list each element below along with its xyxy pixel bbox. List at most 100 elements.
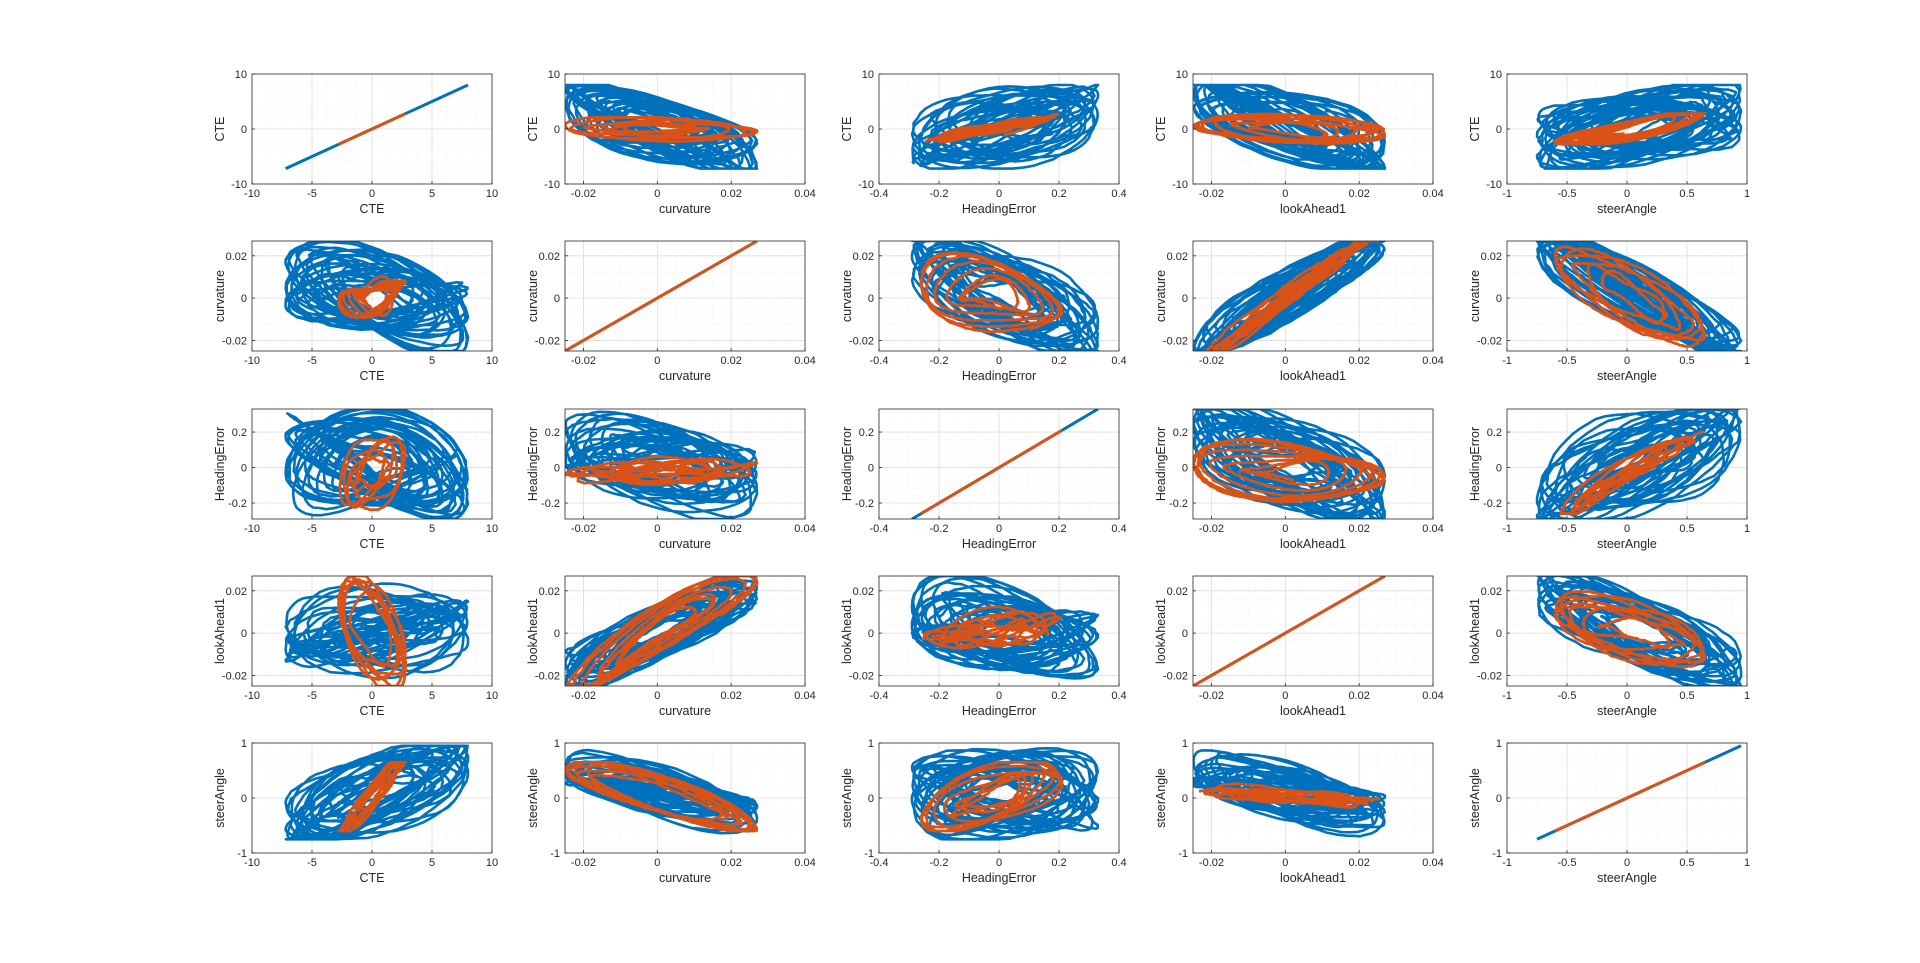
y-tick-label: 0 — [241, 124, 247, 136]
y-tick-label: 0 — [868, 793, 874, 805]
x-tick-label: 0.5 — [1679, 523, 1694, 535]
axes-box — [1192, 240, 1434, 352]
axes-box — [564, 240, 806, 352]
y-tick-label: 1 — [1496, 738, 1502, 750]
axes-box — [1192, 575, 1434, 687]
y-tick-label: 0.02 — [539, 251, 560, 263]
series-1-trajectory — [910, 241, 1100, 351]
x-tick-label: -1 — [1502, 355, 1512, 367]
y-axis-label: lookAhead1 — [213, 598, 227, 664]
x-tick-label: -0.4 — [870, 188, 889, 200]
x-axis-label: lookAhead1 — [1280, 871, 1346, 885]
y-axis-label: CTE — [840, 117, 854, 142]
y-axis-label: lookAhead1 — [1154, 598, 1168, 664]
x-tick-label: 0.04 — [794, 690, 815, 702]
series-2-trajectory — [565, 455, 759, 487]
y-tick-label: 10 — [235, 69, 247, 81]
x-tick-label: 0.4 — [1111, 857, 1126, 869]
y-tick-label: -0.02 — [849, 670, 874, 682]
y-tick-label: 0.02 — [1167, 251, 1188, 263]
data-layer — [1193, 409, 1387, 519]
x-tick-label: 0 — [369, 188, 375, 200]
x-axis-label: lookAhead1 — [1280, 202, 1346, 216]
x-tick-label: 1 — [1744, 188, 1750, 200]
y-axis-label: curvature — [840, 270, 854, 322]
x-tick-label: 0 — [1282, 857, 1288, 869]
series-2-trajectory — [337, 760, 407, 833]
x-tick-label: 5 — [429, 355, 435, 367]
panel-lookAhead1-vs-steerAngle: -1 -0.5 0 0.5 1 -0.02 0 0.02 steerAngle lookAhead… — [1468, 575, 1750, 718]
x-axis-label: HeadingError — [962, 704, 1036, 718]
axes-box — [564, 575, 806, 687]
x-tick-label: -0.4 — [870, 857, 889, 869]
x-tick-label: -0.02 — [1199, 690, 1224, 702]
y-tick-label: 0 — [1496, 293, 1502, 305]
x-axis-label: CTE — [360, 369, 385, 383]
x-axis-label: steerAngle — [1597, 537, 1657, 551]
x-tick-label: 0.04 — [1422, 857, 1443, 869]
y-tick-label: -0.2 — [1483, 498, 1502, 510]
plot-area — [565, 241, 805, 351]
x-axis-label: steerAngle — [1597, 704, 1657, 718]
x-tick-label: 0.04 — [1422, 690, 1443, 702]
y-tick-label: 10 — [548, 69, 560, 81]
x-tick-label: 1 — [1744, 690, 1750, 702]
panel-curvature-vs-CTE: -10 -5 0 5 10 -0.02 0 0.02 CTE curvature — [213, 240, 498, 383]
x-tick-label: -0.02 — [571, 523, 596, 535]
x-tick-label: 0.5 — [1679, 188, 1694, 200]
series-1-trajectory — [565, 410, 759, 519]
y-tick-label: -1 — [864, 848, 874, 860]
x-tick-label: 0.5 — [1679, 690, 1694, 702]
x-tick-label: 1 — [1744, 857, 1750, 869]
panel-HeadingError-vs-lookAhead1: -0.02 0 0.02 0.04 -0.2 0 0.2 lookAhead1 HeadingE… — [1154, 408, 1444, 551]
y-tick-label: 0.2 — [1487, 427, 1502, 439]
series-2-trajectory — [337, 576, 407, 686]
y-tick-label: 0.02 — [539, 586, 560, 598]
y-tick-label: -10 — [231, 179, 247, 191]
x-tick-label: 0 — [1624, 188, 1630, 200]
data-layer — [284, 409, 470, 519]
y-tick-label: 10 — [1176, 69, 1188, 81]
x-tick-label: 0 — [654, 523, 660, 535]
data-layer — [1536, 576, 1743, 686]
x-axis-label: lookAhead1 — [1280, 537, 1346, 551]
x-tick-label: 0.04 — [1422, 523, 1443, 535]
data-layer — [910, 241, 1100, 351]
y-tick-label: -0.02 — [1163, 335, 1188, 347]
x-axis-label: CTE — [360, 537, 385, 551]
x-tick-label: 5 — [429, 857, 435, 869]
series-2-trajectory — [919, 251, 1064, 334]
series-2-trajectory — [565, 576, 759, 686]
x-tick-label: -1 — [1502, 690, 1512, 702]
x-tick-label: 0 — [654, 188, 660, 200]
panel-lookAhead1-vs-curvature: -0.02 0 0.02 0.04 -0.02 0 0.02 curvature lookAhe… — [526, 575, 816, 718]
series-2-trajectory — [1553, 245, 1707, 348]
x-axis-label: CTE — [360, 202, 385, 216]
y-axis-label: CTE — [1154, 117, 1168, 142]
x-axis-label: curvature — [659, 871, 711, 885]
y-tick-label: -0.02 — [222, 335, 247, 347]
x-tick-label: -10 — [244, 355, 260, 367]
y-tick-label: 0 — [868, 628, 874, 640]
y-axis-label: CTE — [1468, 117, 1482, 142]
series-2-trajectory — [1554, 589, 1707, 669]
x-tick-label: 0.2 — [1051, 523, 1066, 535]
x-tick-label: 0.02 — [1348, 188, 1369, 200]
y-axis-label: CTE — [213, 117, 227, 142]
x-tick-label: -5 — [307, 857, 317, 869]
y-axis-label: HeadingError — [1154, 427, 1168, 501]
y-tick-label: 0.2 — [1173, 427, 1188, 439]
x-tick-label: 0.04 — [794, 857, 815, 869]
y-tick-label: -10 — [544, 179, 560, 191]
data-layer — [565, 748, 759, 835]
y-axis-label: lookAhead1 — [1468, 598, 1482, 664]
panel-CTE-vs-HeadingError: -0.4 -0.2 0 0.2 0.4 -10 0 10 HeadingError CTE — [840, 69, 1127, 216]
y-axis-label: steerAngle — [213, 768, 227, 828]
series-1-trajectory — [284, 241, 470, 351]
x-tick-label: 0 — [369, 690, 375, 702]
y-tick-label: -0.2 — [228, 498, 247, 510]
y-tick-label: 0 — [1496, 793, 1502, 805]
panel-lookAhead1-vs-lookAhead1: -0.02 0 0.02 0.04-0.0200.02lookAhead1lookAh… — [1154, 575, 1444, 718]
x-tick-label: 0 — [996, 188, 1002, 200]
